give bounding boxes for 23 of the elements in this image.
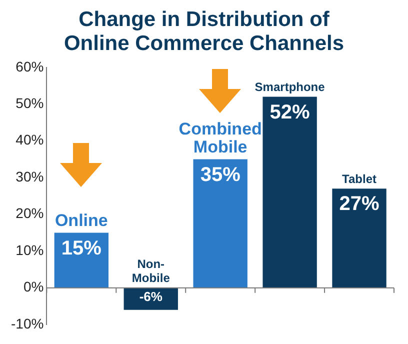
x-tick-label: Online: [54, 210, 108, 230]
bar: [332, 188, 386, 288]
data-label: -6%: [139, 288, 163, 304]
y-tick-label: 20%: [16, 205, 44, 222]
data-label: 27%: [339, 193, 380, 216]
y-tick-label: 30%: [16, 168, 44, 184]
data-label: 35%: [200, 164, 241, 186]
chart-title: Change in Distribution of Online Commerce Channels: [62, 8, 346, 56]
y-tick-label: 40%: [16, 132, 44, 148]
y-tick-label: 60%: [16, 58, 44, 74]
y-tick-label: 10%: [16, 242, 44, 258]
bar: [193, 159, 248, 288]
y-tick-label: 50%: [16, 95, 44, 111]
data-label: 15%: [61, 237, 102, 260]
bar: [262, 96, 317, 288]
y-tick-label: 0%: [23, 278, 44, 295]
y-tick-label: -10%: [10, 315, 44, 332]
data-label: 52%: [270, 101, 310, 124]
bar: [54, 232, 109, 288]
x-tick-label: Combined Mobile: [178, 119, 262, 156]
x-tick-label: Tablet: [342, 172, 376, 186]
x-tick-label: Non-Mobile: [132, 257, 170, 286]
x-tick-label: Smartphone: [254, 80, 326, 94]
